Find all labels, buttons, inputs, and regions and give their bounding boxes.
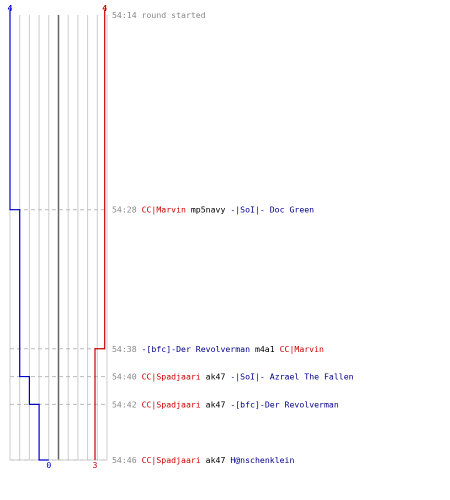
blue-end-count-label: 0 [46, 460, 51, 470]
event-time: 54:28 [112, 205, 142, 215]
event-line: 54:46 CC|Spadjaari ak47 H@nschenklein [112, 455, 294, 465]
series-lines [9, 10, 106, 461]
grid [9, 15, 108, 461]
event-time: 54:40 [112, 372, 142, 382]
event-weapon: ak47 [206, 455, 231, 465]
event-time: 54:14 [112, 10, 142, 20]
event-victim: -|SoI|- Doc Green [230, 205, 314, 215]
event-killer: CC|Spadjaari [142, 399, 206, 409]
event-line: 54:14 round started [112, 10, 206, 20]
event-killer: CC|Spadjaari [142, 372, 206, 382]
event-killer: -[bfc]-Der Revolverman [142, 344, 255, 354]
event-victim: H@nschenklein [230, 455, 294, 465]
event-killer: CC|Marvin [142, 205, 191, 215]
blue-team-line [9, 10, 49, 461]
event-weapon: m4a1 [255, 344, 280, 354]
event-note: round started [142, 10, 206, 20]
event-time: 54:42 [112, 399, 142, 409]
event-killer: CC|Spadjaari [142, 455, 206, 465]
event-victim: -[bfc]-Der Revolverman [230, 399, 339, 409]
red-start-count-label: 4 [102, 3, 107, 13]
red-team-line [94, 10, 106, 460]
event-time: 54:38 [112, 344, 142, 354]
red-end-count-label: 3 [93, 460, 98, 470]
event-log: 54:14 round started 54:28 CC|Marvin mp5na… [112, 10, 354, 465]
event-weapon: ak47 [206, 399, 231, 409]
event-time: 54:46 [112, 455, 142, 465]
event-victim: CC|Marvin [280, 344, 324, 354]
event-weapon: mp5navy [191, 205, 230, 215]
blue-start-count-label: 4 [8, 3, 13, 13]
event-line: 54:38 -[bfc]-Der Revolverman m4a1 CC|Mar… [112, 344, 324, 354]
event-victim: -|SoI|- Azrael The Fallen [230, 372, 353, 382]
event-weapon: ak47 [206, 372, 231, 382]
count-labels: 4 4 0 3 [8, 3, 108, 470]
event-line: 54:40 CC|Spadjaari ak47 -|SoI|- Azrael T… [112, 372, 354, 382]
event-line: 54:28 CC|Marvin mp5navy -|SoI|- Doc Gree… [112, 205, 314, 215]
event-line: 54:42 CC|Spadjaari ak47 -[bfc]-Der Revol… [112, 399, 339, 409]
